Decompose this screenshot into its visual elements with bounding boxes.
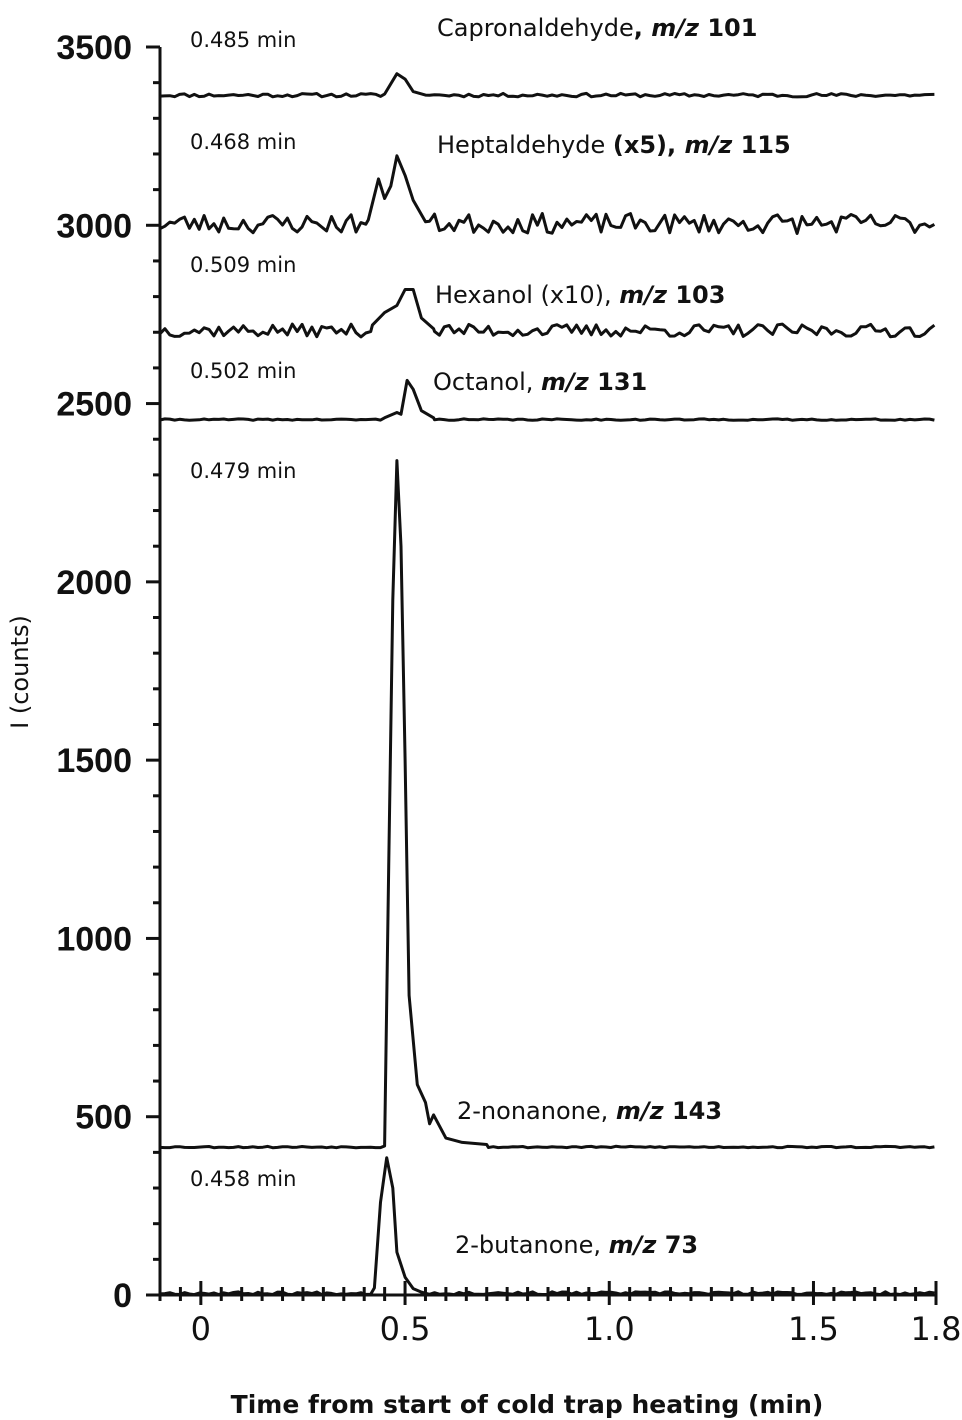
annotations: 0.485 min Capronaldehyde, m/z 101 0.468 mi… (190, 14, 791, 1259)
trace-2-nonanone (159, 459, 935, 1150)
compound-label: Heptaldehyde (x5), m/z 115 (437, 131, 791, 159)
trace-octanol (159, 378, 935, 422)
y-tick-label: 3000 (56, 207, 132, 245)
compound-label-part: Octanol, (433, 368, 541, 396)
x-tick-label: 0 (191, 1310, 211, 1348)
trace-2-butanone (159, 1156, 935, 1297)
compound-label: Hexanol (x10), m/z 103 (435, 281, 725, 309)
compound-label-part: m/z (619, 281, 668, 309)
trace-capronaldehyde (159, 72, 935, 99)
x-axis-title: Time from start of cold trap heating (mi… (231, 1390, 824, 1419)
compound-label: Capronaldehyde, m/z 101 (437, 14, 757, 42)
trace-hexanol (158, 288, 936, 339)
y-tick-label: 1500 (56, 742, 132, 780)
retention-time-label: 0.468 min (190, 130, 296, 154)
y-tick-label: 1000 (56, 920, 132, 958)
y-tick-label: 500 (75, 1099, 132, 1137)
compound-label-part: m/z (616, 1097, 665, 1125)
compound-label-part: 115 (732, 131, 790, 159)
x-ticks: 0 0.5 1.0 1.5 1.8 (158, 1281, 962, 1348)
retention-time-label: 0.509 min (190, 253, 296, 277)
compound-label: 2-butanone, m/z 73 (455, 1231, 698, 1259)
axes: 0 500 1000 1500 2000 2500 3000 3500 0 0.5 1.0 1.5 1… (56, 29, 961, 1348)
y-tick-label: 0 (113, 1277, 132, 1315)
y-axis-title: I (counts) (6, 615, 34, 729)
y-tick-label: 2000 (56, 564, 132, 602)
compound-label-part: 2-nonanone, (457, 1097, 616, 1125)
compound-label-part: m/z (651, 14, 700, 42)
compound-label-part: 2-butanone, (455, 1231, 609, 1259)
compound-label-part: m/z (541, 368, 590, 396)
compound-label: Octanol, m/z 131 (433, 368, 647, 396)
compound-label-part: (x5), (613, 131, 685, 159)
x-tick-label: 1.0 (584, 1310, 635, 1348)
y-tick-label: 2500 (56, 386, 132, 424)
compound-label-part: 101 (699, 14, 757, 42)
retention-time-label: 0.479 min (190, 459, 296, 483)
traces (158, 72, 936, 1297)
compound-label-part: 131 (589, 368, 647, 396)
x-tick-label: 0.5 (380, 1310, 431, 1348)
x-tick-label: 1.5 (788, 1310, 839, 1348)
x-tick-label: 1.8 (911, 1310, 962, 1348)
trace-heptaldehyde (159, 154, 936, 235)
compound-label-part: Heptaldehyde (437, 131, 613, 159)
retention-time-label: 0.502 min (190, 359, 296, 383)
compound-label-part: 143 (664, 1097, 722, 1125)
compound-label-part: , (634, 14, 651, 42)
compound-label: 2-nonanone, m/z 143 (457, 1097, 722, 1125)
compound-label-part: m/z (684, 131, 733, 159)
compound-label-part: m/z (609, 1231, 658, 1259)
compound-label-part: Hexanol (x10), (435, 281, 619, 309)
y-tick-label: 3500 (56, 29, 132, 67)
retention-time-label: 0.485 min (190, 28, 296, 52)
compound-label-part: 73 (656, 1231, 698, 1259)
y-ticks: 0 500 1000 1500 2000 2500 3000 3500 (56, 29, 160, 1315)
retention-time-label: 0.458 min (190, 1167, 296, 1191)
compound-label-part: 103 (667, 281, 725, 309)
compound-label-part: Capronaldehyde (437, 14, 634, 42)
